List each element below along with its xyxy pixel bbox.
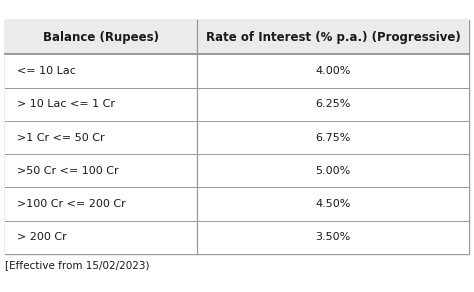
- Bar: [5, 20, 469, 54]
- Text: 6.75%: 6.75%: [315, 133, 351, 142]
- Bar: [5, 20, 469, 254]
- Text: >50 Cr <= 100 Cr: >50 Cr <= 100 Cr: [17, 166, 118, 176]
- Bar: [5, 121, 469, 154]
- Text: [Effective from 15/02/2023): [Effective from 15/02/2023): [5, 260, 149, 270]
- Bar: [5, 221, 469, 254]
- Text: Balance (Rupees): Balance (Rupees): [43, 31, 159, 44]
- Bar: [5, 187, 469, 221]
- Text: >1 Cr <= 50 Cr: >1 Cr <= 50 Cr: [17, 133, 104, 142]
- Text: 4.50%: 4.50%: [315, 199, 351, 209]
- Bar: [5, 154, 469, 187]
- Text: Rate of Interest (% p.a.) (Progressive): Rate of Interest (% p.a.) (Progressive): [206, 31, 460, 44]
- Text: <= 10 Lac: <= 10 Lac: [17, 66, 75, 76]
- Text: 6.25%: 6.25%: [315, 99, 351, 109]
- Text: 5.00%: 5.00%: [315, 166, 351, 176]
- Text: 3.50%: 3.50%: [315, 232, 351, 242]
- Bar: [5, 88, 469, 121]
- Text: > 200 Cr: > 200 Cr: [17, 232, 66, 242]
- Text: > 10 Lac <= 1 Cr: > 10 Lac <= 1 Cr: [17, 99, 115, 109]
- Text: >100 Cr <= 200 Cr: >100 Cr <= 200 Cr: [17, 199, 125, 209]
- Bar: [5, 54, 469, 88]
- Text: 4.00%: 4.00%: [315, 66, 351, 76]
